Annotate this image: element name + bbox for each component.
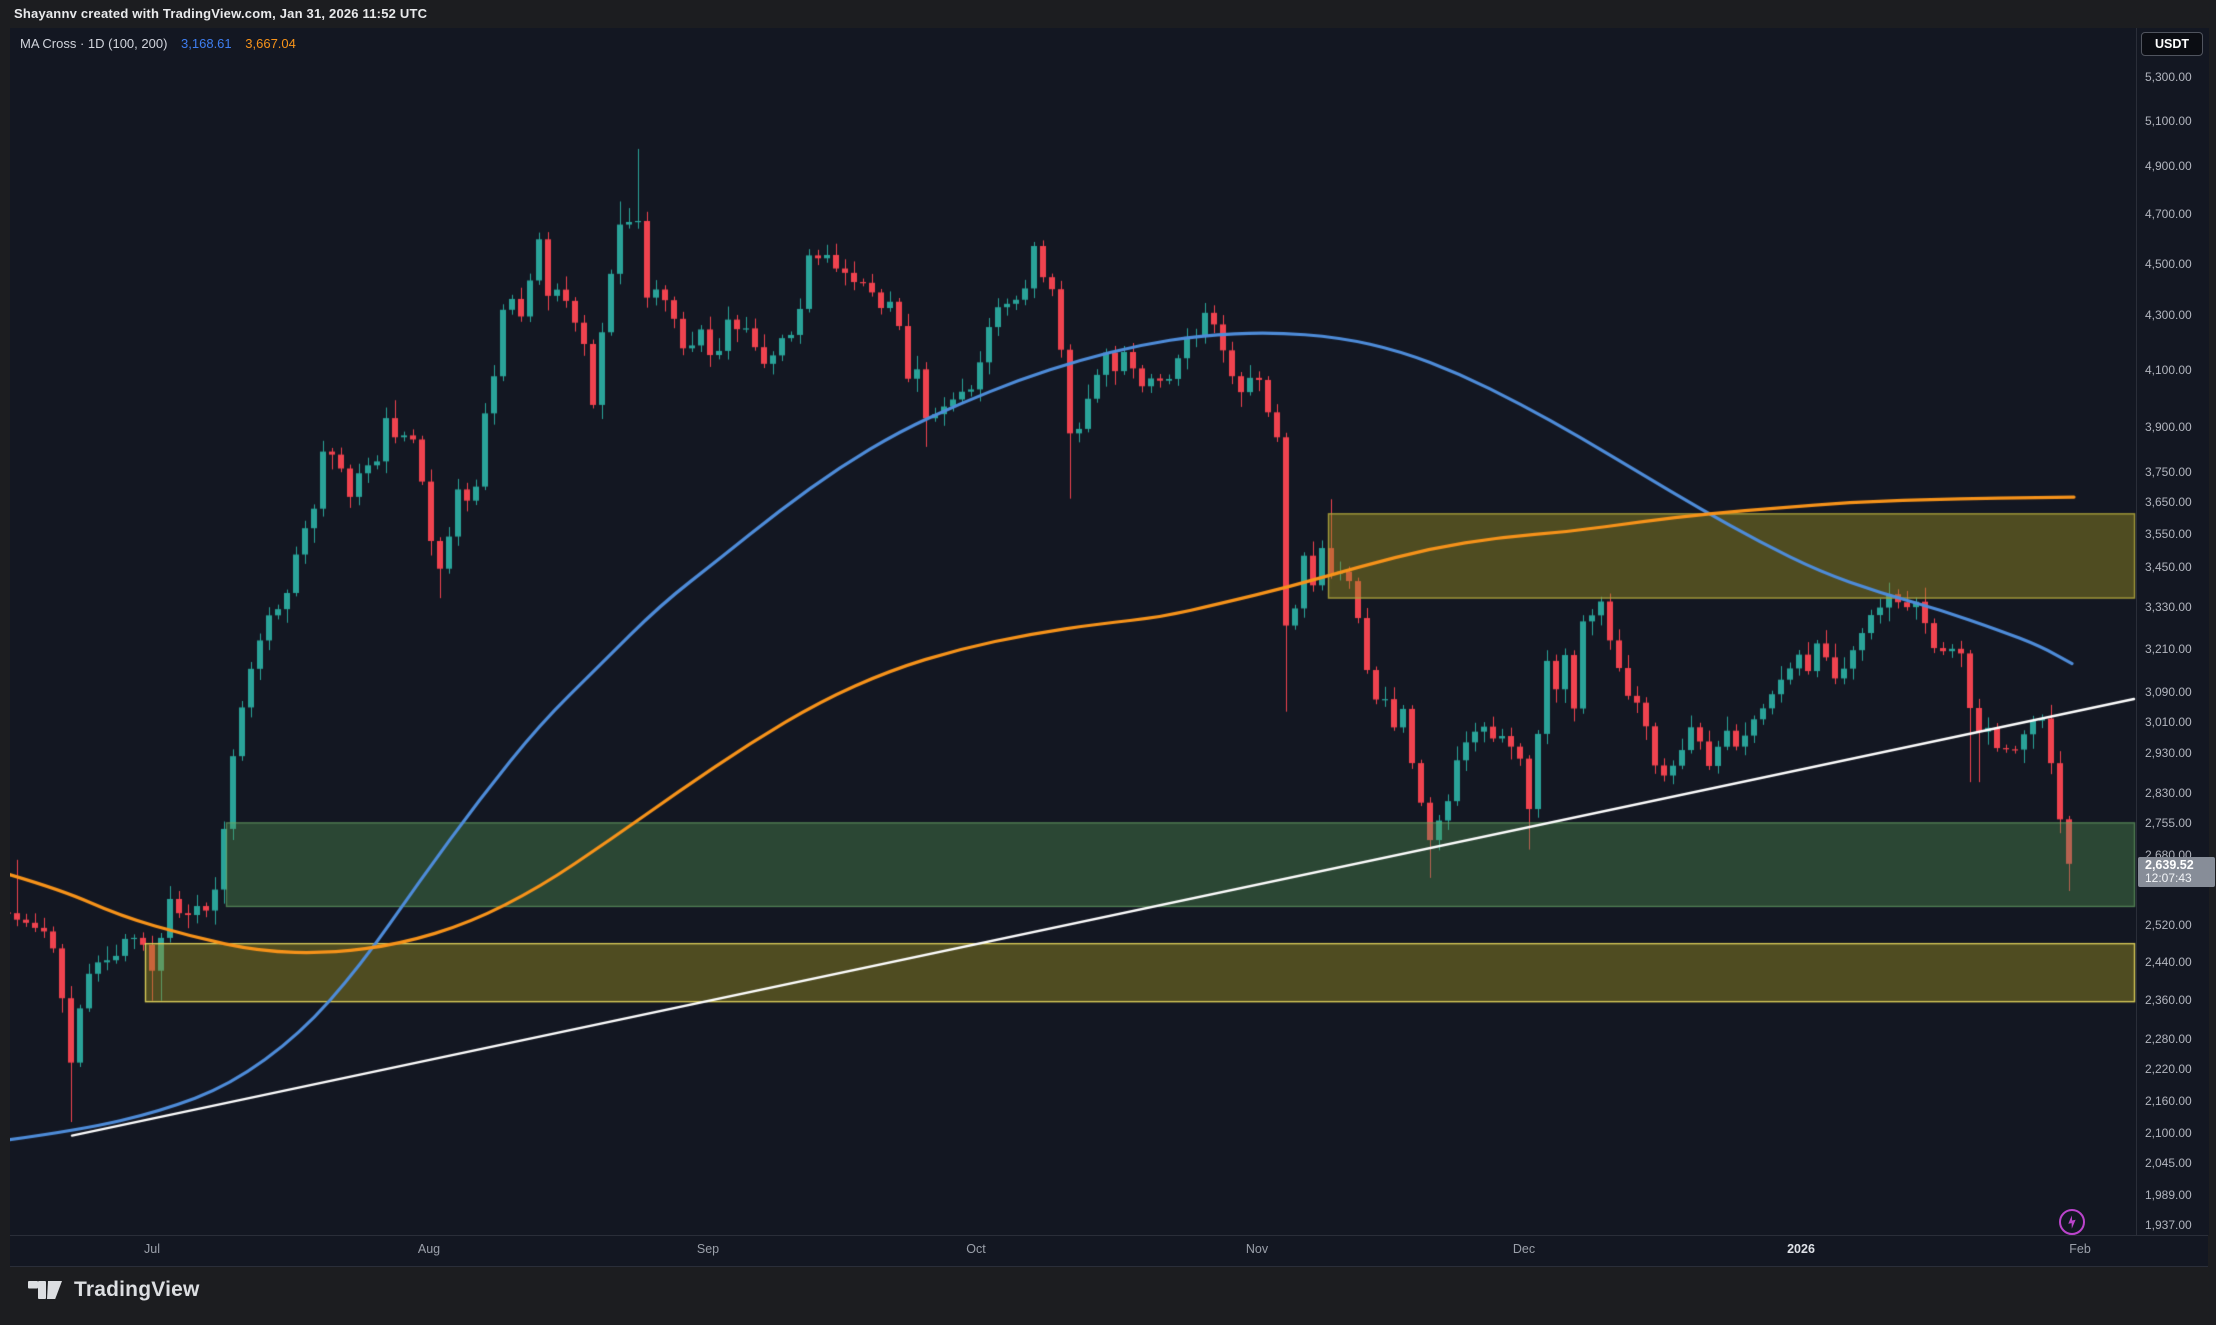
currency-toggle-button[interactable]: USDT <box>2141 32 2203 56</box>
price-tick-label: 4,100.00 <box>2145 362 2192 377</box>
price-tick-label: 2,930.00 <box>2145 745 2192 760</box>
price-tick-label: 3,330.00 <box>2145 600 2192 615</box>
price-tick-label: 5,300.00 <box>2145 70 2192 84</box>
price-tick-label: 4,500.00 <box>2145 256 2192 271</box>
indicator-name: MA Cross <box>20 36 77 51</box>
ma-fast-value: 3,168.61 <box>181 36 232 51</box>
time-axis[interactable]: Jul Aug Sep Oct Nov Dec 2026 Feb <box>10 1235 2208 1267</box>
price-tick-label: 4,900.00 <box>2145 159 2192 174</box>
price-tick-label: 3,210.00 <box>2145 641 2192 656</box>
price-tick-label: 2,440.00 <box>2145 954 2192 969</box>
lightning-icon <box>2068 1215 2076 1229</box>
price-tick-label: 3,450.00 <box>2145 559 2192 574</box>
tradingview-wordmark[interactable]: TradingView <box>74 1278 200 1301</box>
price-tick-label: 4,700.00 <box>2145 207 2192 222</box>
attribution-text: Shayannv created with TradingView.com, J… <box>14 6 428 21</box>
price-tick-label: 3,010.00 <box>2145 715 2192 730</box>
last-price-badge: 2,639.52 12:07:43 <box>2138 857 2215 888</box>
price-tick-label: 2,045.00 <box>2145 1156 2192 1171</box>
time-tick-label: Aug <box>417 1242 441 1256</box>
time-tick-label: Dec <box>1512 1242 1536 1256</box>
footer: TradingView <box>28 1278 200 1302</box>
last-price-value: 2,639.52 <box>2145 858 2194 873</box>
indicator-legend[interactable]: MA Cross · 1D (100, 200) 3,168.61 3,667.… <box>20 36 296 51</box>
price-tick-label: 3,090.00 <box>2145 685 2192 700</box>
price-tick-label: 1,989.00 <box>2145 1187 2192 1202</box>
event-marker[interactable] <box>2059 1209 2085 1235</box>
price-tick-label: 1,937.00 <box>2145 1218 2192 1232</box>
price-tick-label: 2,280.00 <box>2145 1032 2192 1047</box>
price-tick-label: 3,550.00 <box>2145 527 2192 542</box>
price-tick-label: 2,160.00 <box>2145 1093 2192 1108</box>
price-chart-canvas[interactable] <box>10 28 2136 1235</box>
price-axis[interactable]: 2,639.52 12:07:43 5,300.00 5,100.00 4,900.… <box>2136 28 2215 1235</box>
time-tick-label: 2026 <box>1787 1242 1815 1256</box>
time-tick-label: Jul <box>144 1242 160 1256</box>
price-tick-label: 3,650.00 <box>2145 495 2192 510</box>
price-tick-label: 2,360.00 <box>2145 992 2192 1007</box>
price-tick-label: 2,755.00 <box>2145 816 2192 831</box>
price-tick-label: 2,100.00 <box>2145 1125 2192 1140</box>
time-tick-label: Oct <box>966 1242 986 1256</box>
ma-slow-value: 3,667.04 <box>245 36 296 51</box>
bar-countdown: 12:07:43 <box>2145 871 2192 886</box>
time-tick-label: Feb <box>2069 1242 2091 1256</box>
time-tick-label: Sep <box>696 1242 720 1256</box>
price-tick-label: 3,900.00 <box>2145 419 2192 434</box>
time-tick-label: Nov <box>1245 1242 1269 1256</box>
price-tick-label: 2,520.00 <box>2145 917 2192 932</box>
price-tick-label: 5,100.00 <box>2145 113 2192 128</box>
indicator-info: · 1D (100, 200) <box>79 36 168 51</box>
price-tick-label: 2,220.00 <box>2145 1062 2192 1077</box>
price-tick-label: 2,830.00 <box>2145 785 2192 800</box>
price-tick-label: 3,750.00 <box>2145 464 2192 479</box>
chart-widget: MA Cross · 1D (100, 200) 3,168.61 3,667.… <box>10 28 2215 1267</box>
tradingview-logo-icon[interactable] <box>28 1279 62 1301</box>
price-tick-label: 4,300.00 <box>2145 308 2192 323</box>
